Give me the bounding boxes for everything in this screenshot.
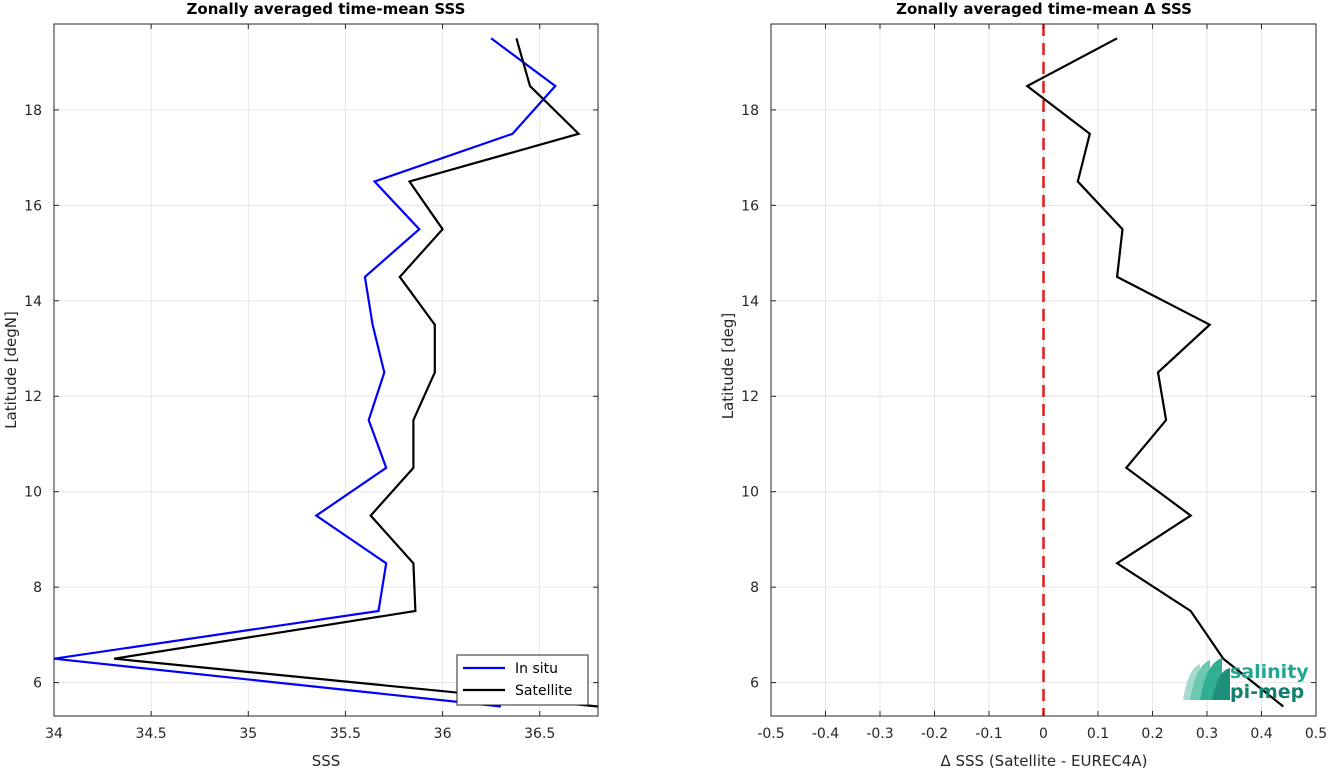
right-x-tick-label: -0.3: [866, 726, 893, 742]
left-x-tick-label: 35: [239, 726, 257, 742]
right-panel: Zonally averaged time-mean Δ SSS -0.5 -0.…: [719, 0, 1327, 769]
left-grid: [53, 24, 598, 716]
left-series: [54, 37, 598, 708]
right-x-tick-label: 0.2: [1141, 726, 1163, 742]
right-x-tick-label: 0.4: [1250, 726, 1272, 742]
left-ticks: 34 34.5 35 35.5 36 36.5 6 8 10 12 14 16 18: [24, 24, 598, 742]
left-axes-box: [53, 23, 599, 717]
right-y-tick-label: 16: [741, 198, 759, 214]
left-x-tick-label: 36.5: [524, 726, 555, 742]
left-y-tick-label: 18: [24, 103, 42, 119]
left-y-tick-label: 12: [24, 389, 42, 405]
legend-label-satellite: Satellite: [515, 683, 572, 699]
right-y-tick-label: 12: [741, 389, 759, 405]
left-y-tick-label: 16: [24, 198, 42, 214]
left-x-axis-label: SSS: [312, 752, 341, 769]
legend-box: [456, 654, 589, 706]
left-y-axis-label: Latitude [degN]: [2, 311, 20, 429]
left-x-tick-label: 34.5: [136, 726, 167, 742]
left-chart-title: Zonally averaged time-mean SSS: [187, 0, 466, 18]
left-x-tick-label: 36: [434, 726, 452, 742]
left-x-tick-label: 35.5: [330, 726, 361, 742]
right-x-tick-label: -0.4: [812, 726, 839, 742]
logo-text-salinity: salinity: [1230, 661, 1309, 683]
left-series-line-1: [114, 37, 598, 708]
left-y-tick-label: 10: [24, 485, 42, 501]
right-x-axis-label: Δ SSS (Satellite - EUREC4A): [940, 752, 1147, 769]
right-y-tick-label: 8: [750, 580, 759, 596]
right-series: [1025, 24, 1284, 716]
right-y-tick-label: 18: [741, 103, 759, 119]
right-y-tick-label: 10: [741, 485, 759, 501]
right-y-tick-label: 6: [750, 676, 759, 692]
right-y-axis-label: Latitude [deg]: [719, 313, 737, 419]
legend-label-in-situ: In situ: [515, 661, 558, 677]
right-x-tick-label: 0.5: [1305, 726, 1327, 742]
left-y-tick-label: 14: [24, 294, 42, 310]
right-series-line-0: [1025, 37, 1284, 708]
right-x-tick-label: 0.3: [1196, 726, 1218, 742]
left-panel: Zonally averaged time-mean SSS 34 34.5 35 3…: [2, 0, 599, 769]
salinity-pi-mep-logo: salinity pi-mep: [1183, 658, 1309, 703]
right-x-tick-label: -0.5: [757, 726, 784, 742]
left-x-tick-label: 34: [45, 726, 63, 742]
left-series-line-0: [54, 37, 557, 708]
left-y-tick-label: 6: [33, 676, 42, 692]
left-y-tick-label: 8: [33, 580, 42, 596]
legend: In situ Satellite: [456, 654, 589, 706]
right-y-tick-label: 14: [741, 294, 759, 310]
right-x-tick-label: 0.1: [1087, 726, 1109, 742]
right-ticks: -0.5 -0.4 -0.3 -0.2 -0.1 0 0.1 0.2 0.3 0.4 0.5 6 8 10…: [741, 24, 1327, 742]
right-x-tick-label: -0.2: [921, 726, 948, 742]
logo-text-pi-mep: pi-mep: [1230, 681, 1304, 703]
right-x-tick-label: 0: [1039, 726, 1048, 742]
wave-logo-icon: [1183, 658, 1230, 700]
right-chart-title: Zonally averaged time-mean Δ SSS: [896, 0, 1192, 18]
right-x-tick-label: -0.1: [975, 726, 1002, 742]
